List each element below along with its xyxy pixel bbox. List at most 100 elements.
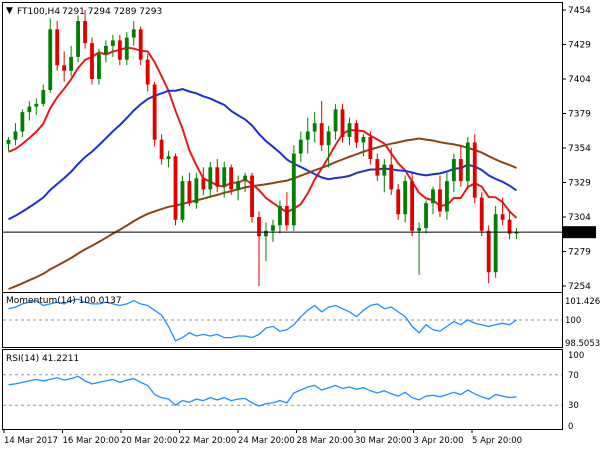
candle [41,84,46,107]
candle [389,148,394,195]
x-tick-label: 16 Mar 20:00 [63,436,120,446]
candle-body [312,123,317,132]
candle [451,153,456,193]
candle-body [180,181,185,220]
candle [215,159,220,193]
candle-body [514,232,519,234]
rsi-title: RSI(14) 41.2211 [6,354,79,364]
candle [291,145,296,231]
candle-body [319,123,324,146]
candle-body [271,225,275,231]
candle-body [41,90,46,104]
candle [312,112,317,143]
x-tick-label: 30 Mar 20:00 [355,436,412,446]
candle-body [326,131,331,146]
candle [333,103,338,140]
candle-body [264,230,268,237]
candle [250,172,254,223]
candle [138,26,143,66]
candle [110,34,115,57]
price-tick-label: 7329 [568,179,591,189]
candle [375,153,380,182]
candle-body [166,156,171,160]
candle-body [438,189,442,212]
candle [347,117,352,146]
candle [284,192,289,231]
candle [340,103,345,143]
candle-body [298,139,303,154]
candle [13,123,18,146]
candle-body [6,139,11,144]
candle [145,54,150,92]
candle [194,172,199,209]
price-tick-label: 7279 [568,248,591,258]
x-tick-label: 24 Mar 20:00 [238,436,295,446]
candle-body [479,197,484,231]
candle [257,211,261,286]
candle [208,161,213,198]
candle [396,183,401,220]
candle [124,32,129,66]
chart-header-ohlc: 7291 7294 7289 7293 [62,7,162,17]
candle-body [340,109,345,137]
candle-body [431,189,435,204]
candle-body [90,43,94,79]
candle [83,10,87,49]
candle-body [215,167,220,187]
candle-body [361,136,366,143]
candle [69,45,74,77]
candle-body [159,139,164,160]
candle-body [138,29,143,60]
candle-body [333,109,338,132]
price-tick-label: 7379 [568,110,591,120]
candle [298,131,303,162]
candle-body [62,65,67,71]
rsi-tick-label: 30 [568,401,579,411]
candle [20,109,25,137]
candle-body [500,214,505,220]
candle [507,211,512,240]
momentum-tick-label: 100 [565,316,581,326]
rsi-tick-label: 0 [568,422,573,432]
momentum-tick-label: 101.4263 [565,297,600,307]
candle-body [222,167,227,187]
candle-body [354,123,359,143]
candle-body [243,175,248,182]
ma-mid-line [8,88,518,221]
candle-body [76,21,80,57]
candle [76,15,80,63]
candle-body [410,181,415,231]
rsi-line [8,375,517,407]
candle [368,131,373,165]
candle-body [145,59,150,85]
candle-body [375,159,380,176]
candle [152,81,157,147]
candle [514,228,519,240]
momentum-line [8,298,517,342]
chart-header-symbol: FT100,H4 [17,7,60,17]
candle [465,136,470,190]
momentum-panel-frame [2,292,563,348]
candle [403,175,408,223]
rsi-panel-frame [2,349,563,430]
candle [305,117,310,154]
x-tick-label: 3 Apr 20:00 [414,436,464,446]
candle [131,21,136,46]
candle-body [173,156,178,220]
rsi-tick-label: 70 [568,371,579,381]
candle [417,222,422,275]
candle-body [277,205,282,226]
candle-body [13,131,18,140]
candle [424,200,428,234]
candle-body [97,54,101,79]
candle [382,159,387,193]
candle-body [187,181,192,204]
chart-header-arrow-icon: ▼ [6,6,13,16]
candle [222,161,227,198]
candle-body [284,205,289,226]
x-tick-label: 22 Mar 20:00 [180,436,237,446]
candle-body [451,159,456,182]
candle [6,136,11,151]
